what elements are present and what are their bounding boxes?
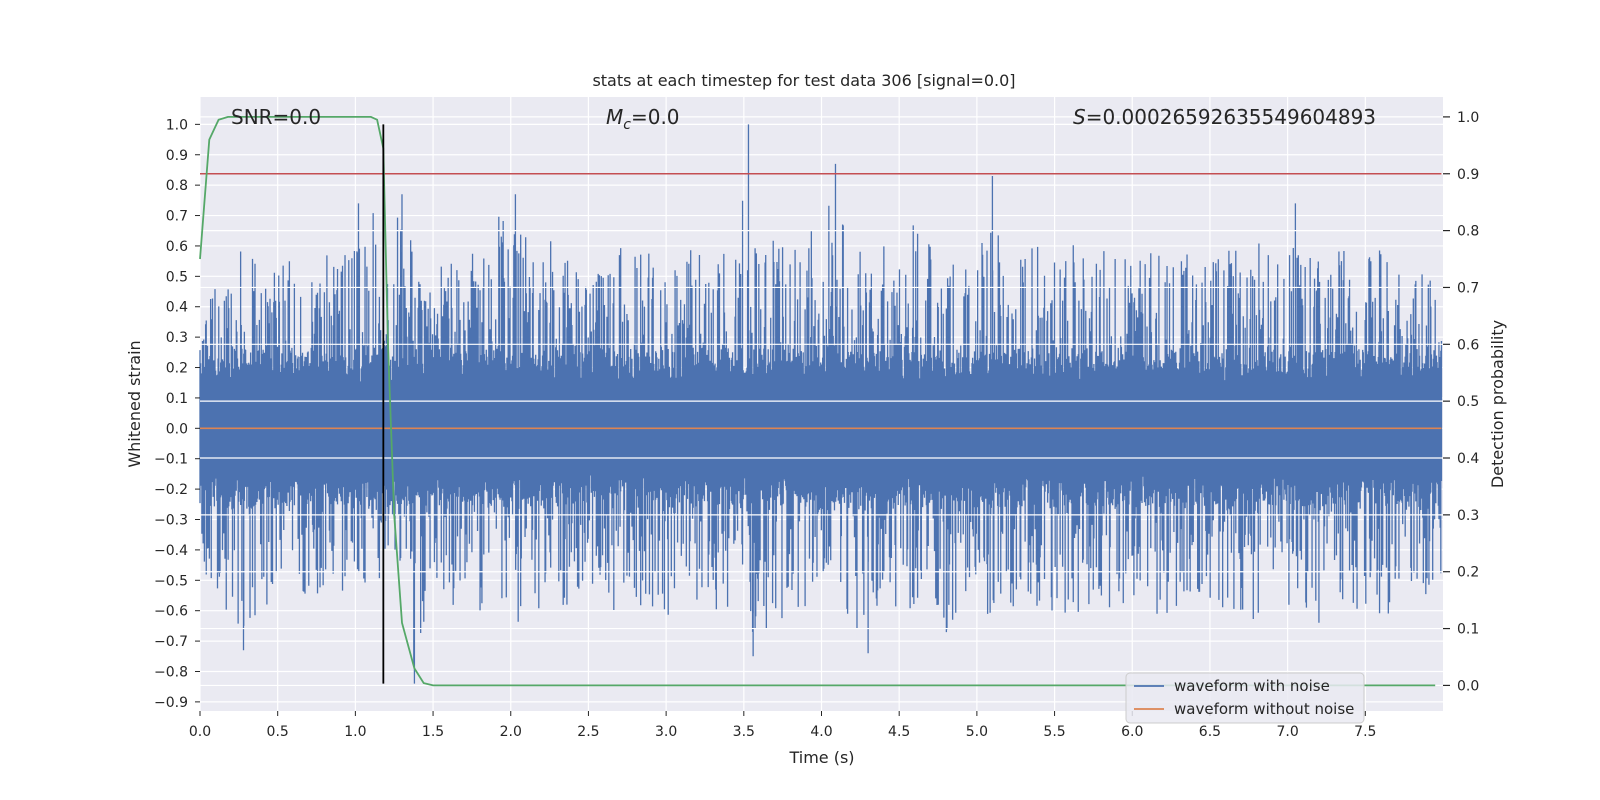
left-y-tick-label: 0.4 bbox=[166, 300, 188, 316]
right-y-tick-label: 0.5 bbox=[1457, 394, 1479, 410]
right-y-tick-label: 0.0 bbox=[1457, 678, 1479, 694]
legend-label-noise: waveform with noise bbox=[1174, 677, 1330, 695]
left-y-tick-label: −0.8 bbox=[154, 664, 188, 680]
right-y-axis-label: Detection probability bbox=[1488, 320, 1507, 488]
waveform-with-noise-series bbox=[199, 116, 1443, 687]
chirp-mass-annotation: Mc=0.0 bbox=[606, 105, 680, 133]
left-y-tick-label: −0.3 bbox=[154, 513, 188, 529]
left-y-tick-label: 0.0 bbox=[166, 421, 188, 437]
left-y-tick-label: −0.5 bbox=[154, 573, 188, 589]
noise-trace bbox=[199, 124, 1443, 684]
left-y-tick-label: 0.5 bbox=[166, 269, 188, 285]
left-y-tick-label: 0.9 bbox=[166, 148, 188, 164]
legend-box bbox=[1125, 672, 1365, 724]
x-tick-label: 2.5 bbox=[577, 724, 599, 740]
left-y-tick-label: −0.7 bbox=[154, 634, 188, 650]
x-axis-ticks: 0.0 0.5 1.0 1.5 2.0 2.5 3.0 3.5 4.0 4.5 5.0 5.5 6.0 6… bbox=[189, 711, 1376, 740]
x-tick-label: 6.0 bbox=[1121, 724, 1143, 740]
right-y-tick-label: 0.9 bbox=[1457, 167, 1479, 183]
right-y-axis-ticks: 0.0 0.1 0.2 0.3 0.4 0.5 0.6 0.7 0.8 0.9 1.0 bbox=[1443, 110, 1479, 694]
left-y-axis-label: Whitened strain bbox=[125, 340, 144, 467]
x-tick-label: 3.5 bbox=[733, 724, 755, 740]
left-y-tick-label: 0.8 bbox=[166, 178, 188, 194]
left-y-tick-label: 0.7 bbox=[166, 209, 188, 225]
x-tick-label: 7.0 bbox=[1276, 724, 1298, 740]
detection-probability-line bbox=[199, 116, 1436, 687]
right-y-tick-label: 1.0 bbox=[1457, 110, 1479, 126]
left-y-tick-label: 0.6 bbox=[166, 239, 188, 255]
left-y-tick-label: −0.6 bbox=[154, 604, 188, 620]
x-tick-label: 0.0 bbox=[189, 724, 211, 740]
right-y-tick-label: 0.3 bbox=[1457, 508, 1479, 524]
right-y-tick-label: 0.1 bbox=[1457, 622, 1479, 638]
right-y-tick-label: 0.2 bbox=[1457, 565, 1479, 581]
score-annotation: S=0.00026592635549604893 bbox=[1073, 105, 1376, 129]
chirp-mass-value: =0.0 bbox=[631, 105, 680, 129]
x-tick-label: 6.5 bbox=[1199, 724, 1221, 740]
x-tick-label: 3.0 bbox=[655, 724, 677, 740]
legend: waveform with noise waveform without noi… bbox=[1125, 672, 1365, 724]
score-value: =0.00026592635549604893 bbox=[1086, 105, 1376, 129]
x-tick-label: 1.0 bbox=[344, 724, 366, 740]
legend-label-clean: waveform without noise bbox=[1174, 700, 1354, 718]
right-y-tick-label: 0.8 bbox=[1457, 224, 1479, 240]
chirp-mass-subscript: c bbox=[623, 117, 631, 133]
x-axis-label: Time (s) bbox=[788, 748, 854, 767]
score-symbol: S bbox=[1073, 105, 1086, 129]
left-y-tick-label: −0.9 bbox=[154, 695, 188, 711]
left-y-axis-ticks: −0.9 −0.8 −0.7 −0.6 −0.5 −0.4 −0.3 −0.2 −0.1 0.0 0… bbox=[154, 117, 200, 711]
x-tick-label: 5.0 bbox=[966, 724, 988, 740]
left-y-tick-label: −0.4 bbox=[154, 543, 188, 559]
right-y-tick-label: 0.6 bbox=[1457, 337, 1479, 353]
x-tick-label: 7.5 bbox=[1354, 724, 1376, 740]
snr-annotation: SNR=0.0 bbox=[231, 105, 321, 129]
left-y-tick-label: 0.2 bbox=[166, 361, 188, 377]
x-tick-label: 0.5 bbox=[267, 724, 289, 740]
chart-title: stats at each timestep for test data 306… bbox=[592, 71, 1015, 90]
x-tick-label: 5.5 bbox=[1043, 724, 1065, 740]
right-y-tick-label: 0.7 bbox=[1457, 280, 1479, 296]
left-y-tick-label: 0.1 bbox=[166, 391, 188, 407]
left-y-tick-label: 0.3 bbox=[166, 330, 188, 346]
left-y-tick-label: 1.0 bbox=[166, 117, 188, 133]
right-y-tick-label: 0.4 bbox=[1457, 451, 1479, 467]
x-tick-label: 4.0 bbox=[810, 724, 832, 740]
x-tick-label: 1.5 bbox=[422, 724, 444, 740]
x-tick-label: 2.0 bbox=[500, 724, 522, 740]
x-tick-label: 4.5 bbox=[888, 724, 910, 740]
left-y-tick-label: −0.2 bbox=[154, 482, 188, 498]
chirp-mass-symbol: M bbox=[606, 105, 623, 129]
left-y-tick-label: −0.1 bbox=[154, 452, 188, 468]
